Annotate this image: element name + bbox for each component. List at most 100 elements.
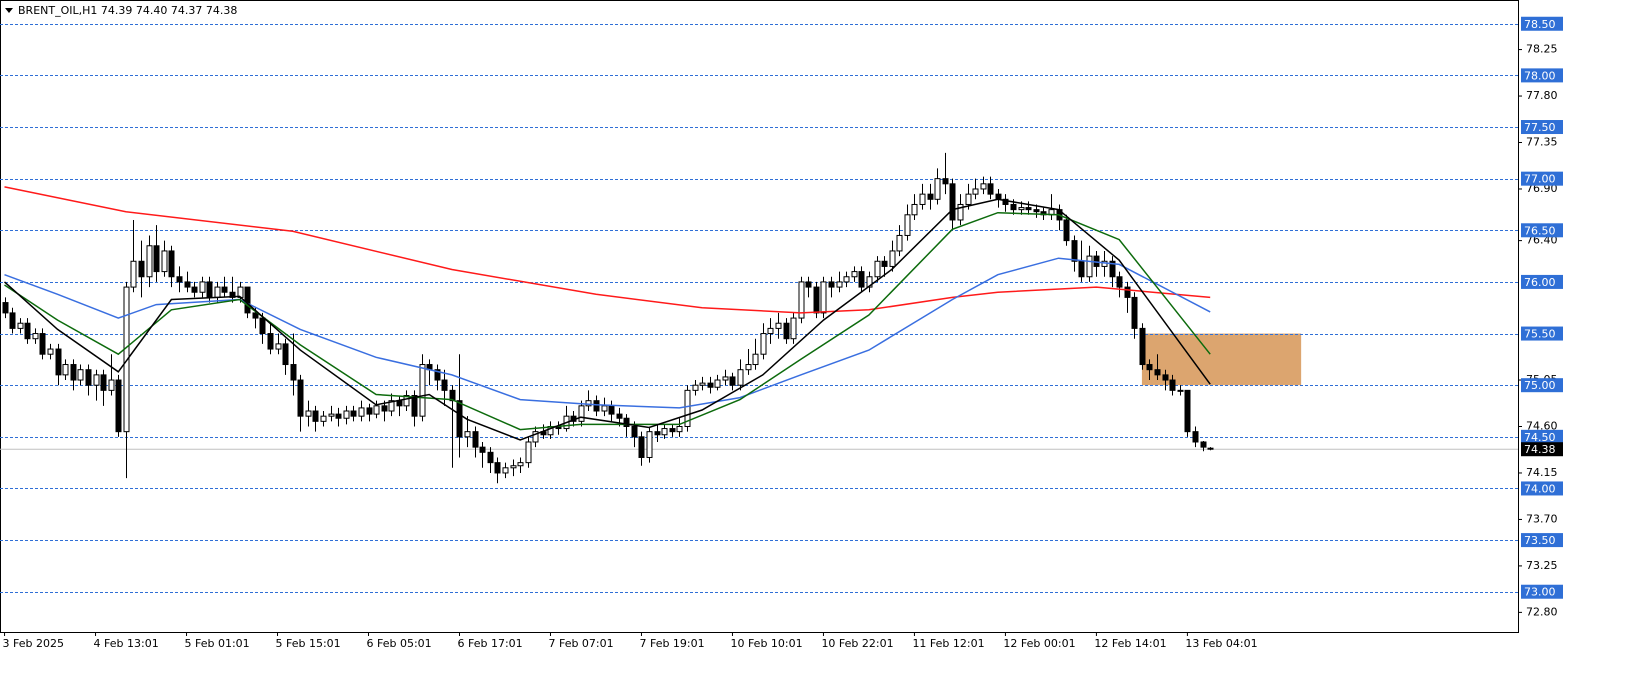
candle-body — [813, 286, 820, 314]
candle-body — [9, 312, 16, 329]
candle-body — [532, 431, 539, 443]
moving-average — [4, 211, 1211, 431]
candle-body — [267, 333, 274, 350]
candle-body — [456, 400, 463, 438]
candle-body — [39, 333, 46, 355]
candle-body — [494, 462, 501, 474]
level-label: 74.00 — [1524, 482, 1556, 495]
level-label: 73.50 — [1524, 534, 1556, 547]
candle-body — [479, 446, 486, 453]
candle-body — [335, 413, 342, 419]
candle-body — [601, 405, 608, 412]
level-label-box — [1521, 16, 1563, 31]
level-label: 77.50 — [1524, 121, 1556, 134]
candle-body — [161, 250, 168, 273]
candle-body — [1086, 255, 1093, 278]
x-tick-label: 5 Feb 01:01 — [185, 637, 250, 650]
candle-body — [1177, 389, 1184, 392]
candle-body — [927, 193, 934, 200]
candle-body — [472, 431, 479, 448]
candle-body — [1162, 374, 1169, 381]
moving-average — [4, 186, 1211, 314]
x-tick-label: 3 Feb 2025 — [3, 637, 64, 650]
level-label-box — [1521, 274, 1563, 289]
candle-body — [320, 415, 327, 422]
candle-body — [396, 400, 403, 407]
candle-body — [767, 327, 774, 335]
candle-body — [130, 260, 137, 288]
candle-body — [388, 400, 395, 412]
candle-body — [32, 333, 39, 340]
level-label-box — [1521, 223, 1563, 238]
candle-body — [1116, 276, 1123, 288]
x-tick-label: 7 Feb 07:01 — [548, 637, 613, 650]
candle-body — [1184, 389, 1191, 433]
candle-body — [343, 410, 350, 419]
candle-body — [328, 413, 335, 417]
x-tick-label: 5 Feb 15:01 — [276, 637, 341, 650]
menu-triangle — [5, 8, 13, 13]
candle-body — [77, 369, 84, 381]
candle-body — [1002, 198, 1009, 205]
candle-body — [199, 281, 206, 293]
level-label: 76.00 — [1524, 276, 1556, 289]
candle-body — [24, 322, 31, 340]
candle-body — [631, 425, 638, 438]
candle-body — [297, 379, 304, 417]
x-tick-label: 6 Feb 05:01 — [367, 637, 432, 650]
candle-body — [820, 281, 827, 314]
y-tick-label: 74.60 — [1526, 419, 1558, 432]
x-tick-label: 4 Feb 13:01 — [94, 637, 159, 650]
candle-body — [578, 405, 585, 422]
candle-body — [836, 281, 843, 288]
candle-body — [55, 348, 62, 376]
y-tick-label: 77.80 — [1526, 89, 1558, 102]
current-price-box — [1521, 442, 1563, 457]
candle-body — [411, 395, 418, 417]
x-tick-label: 12 Feb 14:01 — [1094, 637, 1166, 650]
candle-body — [312, 410, 319, 422]
candle-body — [972, 188, 979, 195]
candle-body — [949, 183, 956, 221]
candle-body — [1078, 260, 1085, 278]
x-tick-label: 11 Feb 12:01 — [912, 637, 984, 650]
candle-body — [623, 417, 630, 427]
level-label: 77.00 — [1524, 173, 1556, 186]
candle-body — [866, 276, 873, 288]
candle-body — [987, 183, 994, 195]
candle-body — [168, 250, 175, 278]
candle-body — [17, 322, 24, 329]
level-label: 78.50 — [1524, 18, 1556, 31]
candle-body — [419, 364, 426, 417]
candle-body — [980, 183, 987, 190]
candle-body — [62, 364, 69, 376]
candle-body — [487, 451, 494, 464]
level-label-box — [1521, 584, 1563, 599]
candle-body — [896, 234, 903, 252]
level-label: 75.00 — [1524, 379, 1556, 392]
candle-body — [638, 436, 645, 458]
candle-body — [798, 281, 805, 319]
y-tick-label: 73.70 — [1526, 512, 1558, 525]
candle-body — [752, 353, 759, 366]
level-label-box — [1521, 326, 1563, 341]
candle-body — [828, 281, 835, 288]
candle-body — [108, 379, 115, 391]
candle-body — [669, 428, 676, 433]
candle-body — [381, 405, 388, 412]
candle-body — [1139, 327, 1146, 366]
candle-body — [729, 376, 736, 386]
candle-body — [919, 193, 926, 205]
level-label-box — [1521, 378, 1563, 393]
candle-body — [1018, 207, 1025, 211]
candle-body — [244, 286, 251, 314]
candle-body — [1063, 219, 1070, 242]
candle-body — [47, 348, 54, 355]
candle-body — [1207, 447, 1214, 450]
candle-body — [745, 364, 752, 371]
candle-body — [1131, 296, 1138, 329]
candle-body — [464, 431, 471, 438]
candle-body — [775, 322, 782, 329]
level-label: 75.50 — [1524, 328, 1556, 341]
candle-body — [1033, 209, 1040, 213]
